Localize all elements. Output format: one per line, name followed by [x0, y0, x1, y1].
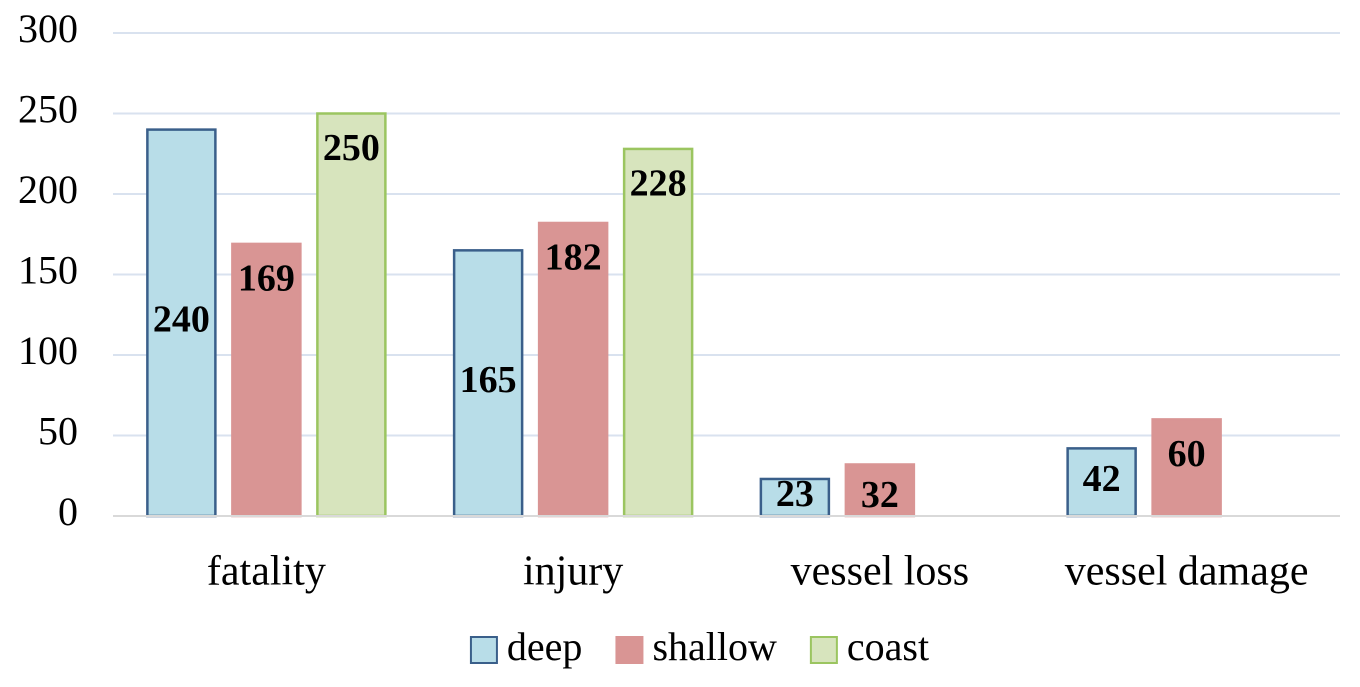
- x-tick-label: injury: [523, 549, 623, 595]
- y-tick-label: 0: [58, 489, 78, 534]
- legend-swatch: [469, 636, 498, 664]
- legend-label: shallow: [652, 624, 777, 669]
- data-label: 32: [861, 474, 899, 516]
- legend-label: deep: [507, 624, 583, 669]
- legend-label: coast: [847, 624, 929, 669]
- legend-swatch: [809, 636, 838, 664]
- data-label: 42: [1083, 458, 1121, 500]
- x-tick-label: vessel damage: [1065, 549, 1309, 595]
- x-tick-label: vessel loss: [791, 549, 970, 595]
- y-tick-label: 300: [18, 6, 78, 51]
- data-label: 165: [460, 359, 517, 401]
- data-label: 60: [1168, 433, 1206, 475]
- bar: [622, 147, 694, 518]
- bar: [316, 112, 387, 518]
- bar: [231, 242, 302, 518]
- x-tick-label: fatality: [207, 549, 326, 595]
- bar: [759, 477, 831, 518]
- data-label: 250: [323, 127, 380, 169]
- legend-swatch: [615, 636, 644, 664]
- data-label: 182: [545, 237, 602, 279]
- bar: [1066, 447, 1137, 518]
- y-tick-label: 150: [18, 248, 78, 293]
- y-tick-label: 200: [18, 167, 78, 212]
- y-tick-label: 50: [38, 409, 78, 454]
- y-tick-label: 100: [18, 328, 78, 373]
- data-label: 169: [238, 258, 295, 300]
- data-label: 240: [153, 299, 210, 341]
- data-label: 23: [776, 473, 814, 515]
- bar: [452, 249, 524, 518]
- bar: [537, 221, 609, 518]
- y-tick-label: 250: [18, 87, 78, 132]
- data-label: 228: [630, 163, 687, 205]
